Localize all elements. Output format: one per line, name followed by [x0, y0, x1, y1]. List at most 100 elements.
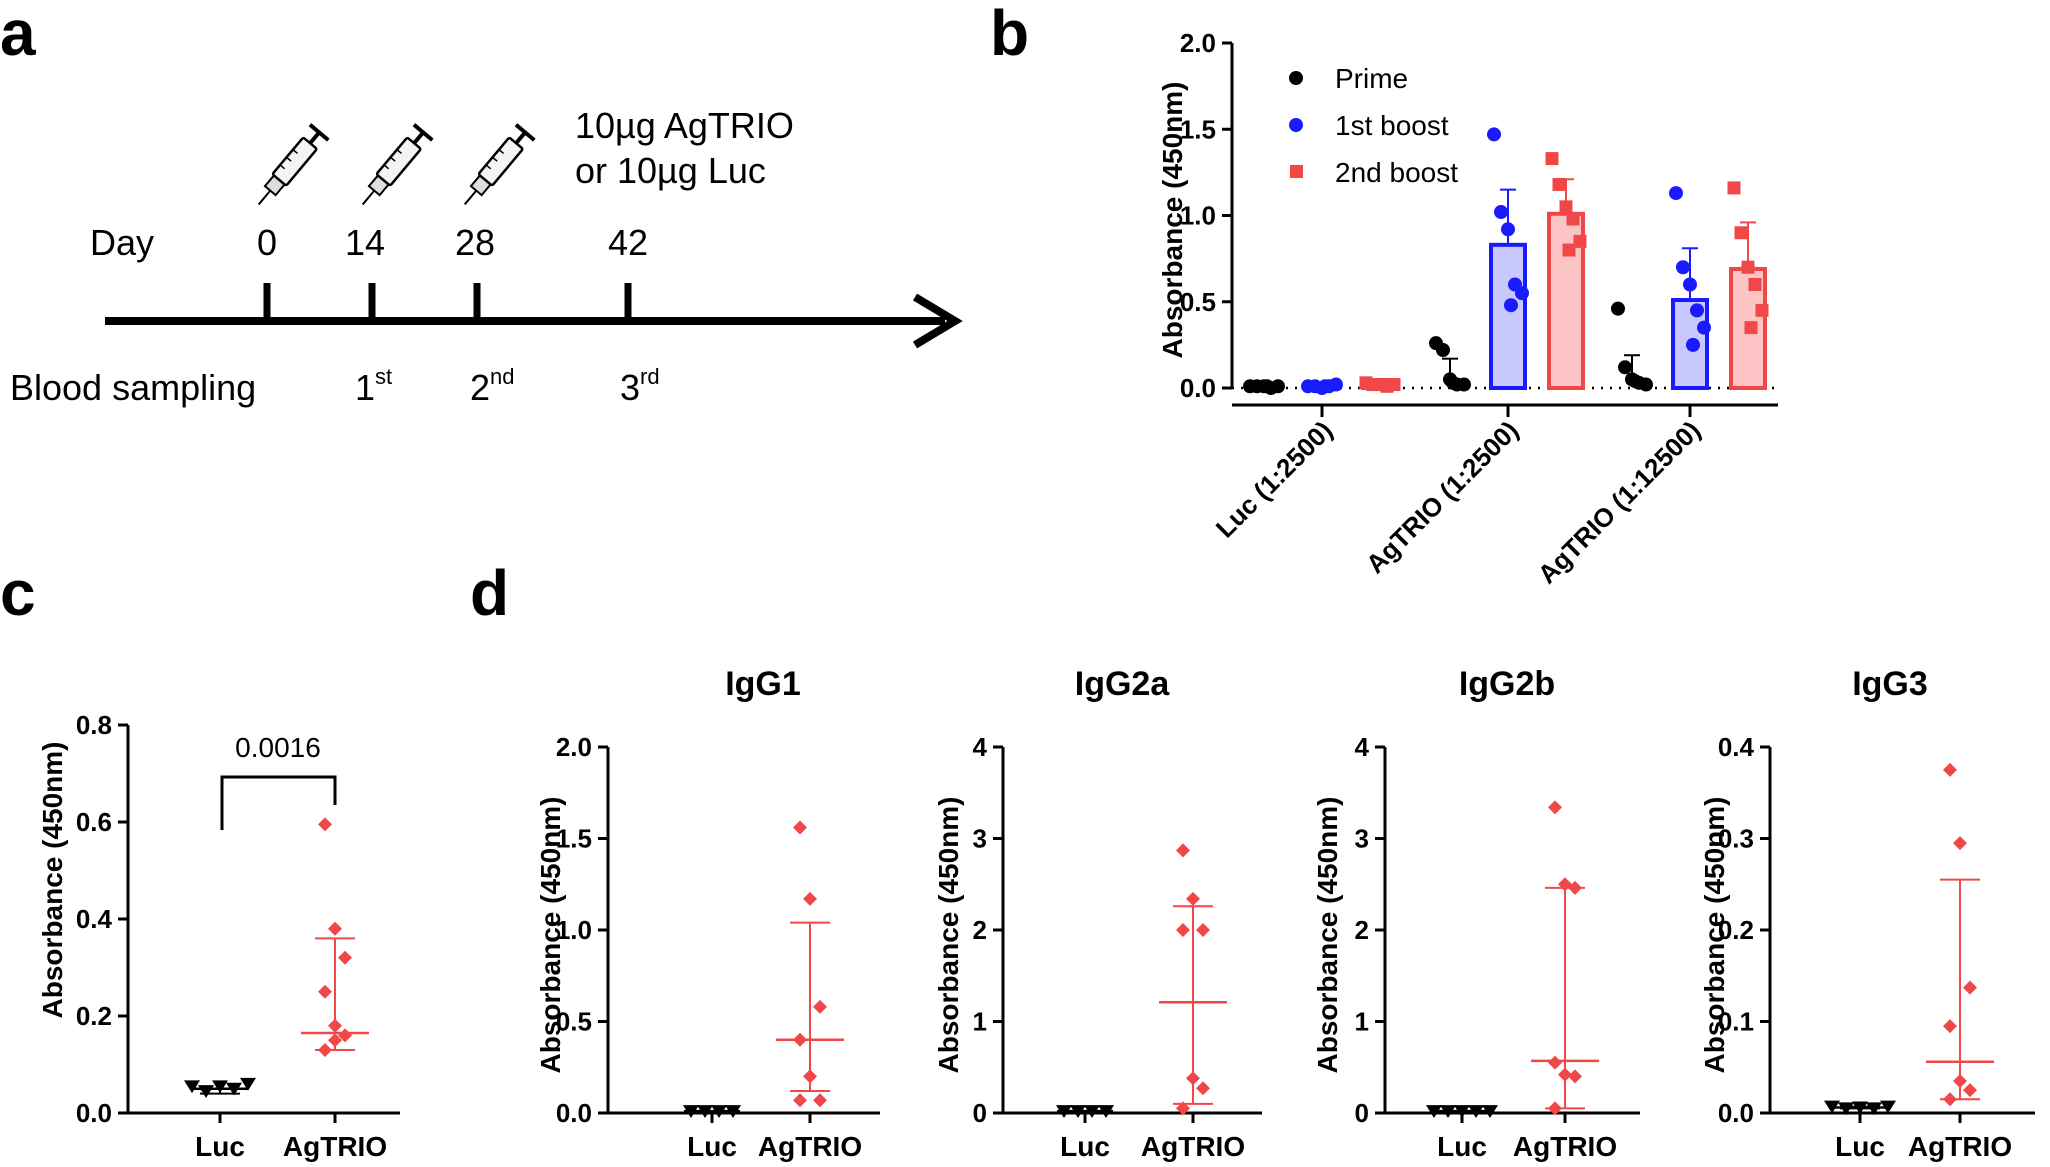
day-28: 28: [455, 222, 495, 263]
chart-igg3-ylabel: Absorbance (450nm): [1699, 797, 1730, 1074]
chart-c-y-tick-label: 0.8: [76, 710, 112, 740]
day-label: Day: [90, 222, 154, 263]
chart-igg3-point-agtrio: [1953, 836, 1967, 851]
chart-c-y-tick-label: 0.0: [76, 1098, 112, 1128]
chart-c-point-luc: [184, 1080, 200, 1094]
chart-igg3-y-tick-label: 0.4: [1718, 732, 1755, 762]
chart-b-point-prime: [1611, 301, 1625, 316]
chart-b-point-2nd-boost: [1376, 378, 1390, 392]
sampling-1st: 1st: [355, 364, 392, 408]
chart-b-x-tick-label: AgTRIO (1:12500): [1532, 415, 1706, 589]
chart-igg2b-point-agtrio: [1548, 1055, 1562, 1070]
syringe-icon: [351, 122, 435, 215]
chart-b-point-1st-boost: [1697, 320, 1711, 335]
chart-igg2a-x-tick-label: AgTRIO: [1141, 1131, 1245, 1162]
chart-b-bar-1st-boost: [1489, 242, 1527, 390]
chart-c-ylabel: Absorbance (450nm): [37, 742, 68, 1019]
chart-c-y-tick-label: 0.6: [76, 807, 112, 837]
chart-igg2a: IgG2a Absorbance (450nm) 0 1 2 3 4 Luc AgTRIO: [933, 665, 1262, 1162]
chart-igg2b-title: IgG2b: [1459, 665, 1555, 703]
chart-b-point-2nd-boost: [1573, 234, 1587, 248]
chart-igg1-point-agtrio: [813, 999, 827, 1014]
chart-igg2b-y-tick-label: 3: [1355, 824, 1369, 854]
chart-b-point-1st-boost: [1494, 205, 1508, 220]
chart-c-point-agtrio: [318, 817, 332, 832]
chart-b-point-1st-boost: [1329, 377, 1343, 392]
chart-igg2b-x-tick-label: Luc: [1437, 1131, 1487, 1162]
chart-igg3-point-agtrio: [1963, 980, 1977, 995]
chart-b-y-tick-label: 1.5: [1180, 114, 1216, 144]
legend-marker-2nd-boost: [1290, 165, 1303, 178]
chart-igg1-title: IgG1: [725, 665, 801, 703]
chart-b-point-prime: [1436, 343, 1450, 358]
chart-b-point-1st-boost: [1504, 298, 1518, 313]
chart-c-significance-bracket: [220, 775, 337, 830]
chart-igg3-point-agtrio: [1943, 1019, 1957, 1034]
chart-igg3-y-tick-label: 0.2: [1718, 915, 1754, 945]
chart-b-point-1st-boost: [1669, 186, 1683, 201]
chart-b-point-2nd-boost: [1566, 212, 1580, 226]
chart-b-point-prime: [1639, 377, 1653, 392]
chart-b-point-1st-boost: [1690, 303, 1704, 318]
syringe-icon: [453, 122, 537, 215]
day-0: 0: [257, 222, 277, 263]
chart-igg2b-point-agtrio: [1568, 1069, 1582, 1084]
chart-igg2a-y-tick-label: 3: [973, 824, 987, 854]
chart-c-y-tick-label: 0.4: [76, 904, 113, 934]
chart-igg2a-y-tick-label: 1: [973, 1007, 987, 1037]
chart-igg2a-point-agtrio: [1176, 1101, 1190, 1116]
chart-b-point-1st-boost: [1318, 379, 1332, 394]
chart-b-point-prime: [1271, 379, 1285, 394]
panel-label-c: c: [0, 557, 36, 629]
chart-igg2b-point-agtrio: [1548, 800, 1562, 815]
chart-b-point-1st-boost: [1686, 337, 1700, 352]
panel-label-a: a: [0, 0, 36, 69]
chart-igg2a-point-agtrio: [1196, 923, 1210, 937]
chart-c-point-luc: [212, 1080, 228, 1094]
chart-igg3-point-agtrio: [1963, 1083, 1977, 1098]
chart-b-y-tick-label: 1.0: [1180, 201, 1216, 231]
chart-igg1-point-agtrio: [793, 820, 807, 835]
chart-igg2a-y-tick-label: 4: [973, 732, 988, 762]
chart-b-point-2nd-boost: [1562, 243, 1576, 257]
chart-c-point-agtrio: [328, 921, 342, 936]
chart-b-ylabel: Absorbance (450nm): [1157, 82, 1188, 359]
chart-igg2a-point-agtrio: [1186, 891, 1200, 906]
chart-igg3-y-tick-label: 0.1: [1718, 1007, 1754, 1037]
chart-igg1-x-tick-label: AgTRIO: [758, 1131, 862, 1162]
day-42: 42: [608, 222, 648, 263]
chart-b-point-1st-boost: [1515, 286, 1529, 301]
chart-igg3-y-tick-label: 0.3: [1718, 824, 1754, 854]
chart-igg2a-ylabel: Absorbance (450nm): [933, 797, 964, 1074]
chart-b-point-2nd-boost: [1559, 200, 1573, 214]
chart-b-point-prime: [1628, 374, 1642, 389]
chart-igg3-title: IgG3: [1852, 665, 1928, 703]
chart-c-y-tick-label: 0.2: [76, 1001, 112, 1031]
chart-igg2b-y-tick-label: 4: [1355, 732, 1370, 762]
legend-marker-1st-boost: [1289, 118, 1303, 132]
chart-igg2a-x-tick-label: Luc: [1060, 1131, 1110, 1162]
chart-b-x-tick-label: AgTRIO (1:2500): [1360, 415, 1524, 579]
chart-igg1-point-agtrio: [793, 1093, 807, 1108]
chart-b-point-2nd-boost: [1552, 177, 1566, 191]
chart-b-point-prime: [1446, 375, 1460, 390]
chart-c-point-luc: [240, 1077, 256, 1091]
chart-igg2a-y-tick-label: 0: [973, 1098, 987, 1128]
chart-b-y-tick-label: 0.5: [1180, 287, 1216, 317]
legend-label-prime: Prime: [1335, 63, 1408, 94]
chart-b-point-1st-boost: [1501, 222, 1515, 237]
chart-c-x-tick-label: AgTRIO: [283, 1131, 387, 1162]
chart-igg2b: IgG2b Absorbance (450nm) 0 1 2 3 4 Luc AgTRIO: [1312, 665, 1640, 1162]
legend-label-2nd-boost: 2nd boost: [1335, 157, 1458, 188]
chart-b-point-prime: [1457, 377, 1471, 392]
chart-b-point-1st-boost: [1683, 277, 1697, 292]
chart-igg2b-y-tick-label: 2: [1355, 915, 1369, 945]
injection-text-line1: 10µg AgTRIO: [575, 105, 794, 146]
chart-b-point-2nd-boost: [1734, 226, 1748, 240]
chart-c-point-agtrio: [338, 950, 352, 965]
chart-igg2b-y-tick-label: 1: [1355, 1007, 1369, 1037]
day-14: 14: [345, 222, 385, 263]
sampling-3rd: 3rd: [620, 364, 660, 408]
injection-text-line2: or 10µg Luc: [575, 150, 766, 191]
